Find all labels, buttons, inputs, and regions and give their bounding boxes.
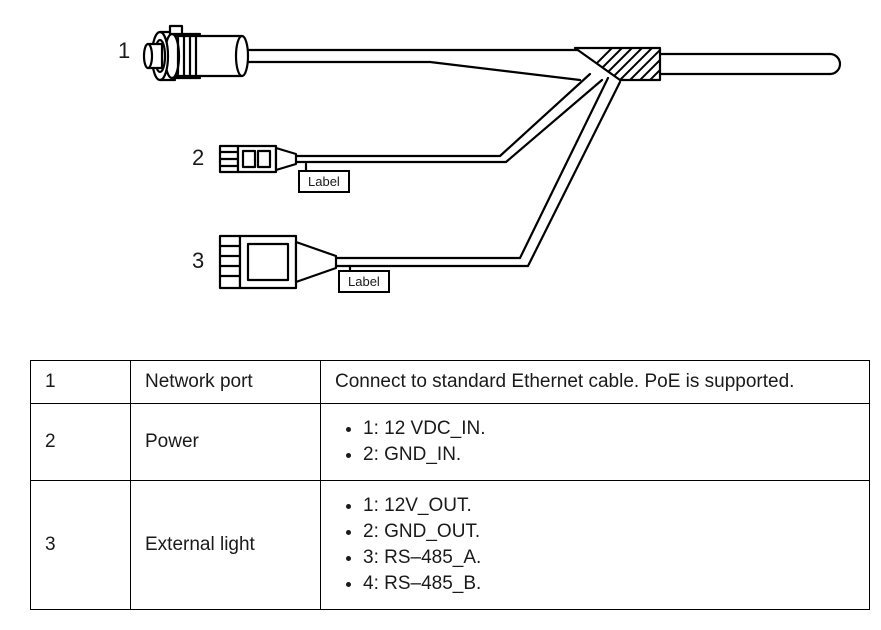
table-row: 2Power 1: 12 VDC_IN. 2: GND_IN.	[31, 404, 870, 481]
cell-desc: 1: 12 VDC_IN. 2: GND_IN.	[321, 404, 870, 481]
cable-2	[296, 74, 590, 156]
pin-table-body: 1Network portConnect to standard Etherne…	[31, 361, 870, 610]
diagram-num-2: 2	[192, 145, 204, 171]
connector-2	[220, 146, 296, 172]
table-row: 1Network portConnect to standard Etherne…	[31, 361, 870, 404]
pin-list-item: 1: 12V_OUT.	[363, 495, 855, 517]
pin-list-item: 1: 12 VDC_IN.	[363, 418, 855, 440]
cell-num: 1	[31, 361, 131, 404]
label-box-2: Label	[298, 170, 350, 193]
cell-desc: 1: 12V_OUT. 2: GND_OUT. 3: RS–485_A. 4: RS–…	[321, 481, 870, 610]
connector-3	[220, 236, 336, 288]
cell-name: External light	[131, 481, 321, 610]
diagram-num-1: 1	[118, 38, 130, 64]
cell-desc: Connect to standard Ethernet cable. PoE …	[321, 361, 870, 404]
cable-junction	[570, 40, 690, 90]
cell-num: 2	[31, 404, 131, 481]
cell-name: Network port	[131, 361, 321, 404]
pin-list-item: 2: GND_OUT.	[363, 521, 855, 543]
cable-svg	[20, 20, 860, 320]
pin-list-item: 2: GND_IN.	[363, 444, 855, 466]
label-box-3: Label	[338, 270, 390, 293]
connector-1	[144, 26, 248, 80]
cable-3	[336, 78, 608, 258]
pin-list-item: 4: RS–485_B.	[363, 573, 855, 595]
pin-table: 1Network portConnect to standard Etherne…	[30, 360, 870, 610]
pin-list: 1: 12V_OUT. 2: GND_OUT. 3: RS–485_A. 4: RS–…	[335, 495, 855, 595]
diagram-num-3: 3	[192, 248, 204, 274]
cable-diagram: 1 2 3 Label Label	[20, 20, 860, 320]
table-row: 3External light 1: 12V_OUT. 2: GND_OUT. 3: …	[31, 481, 870, 610]
cell-name: Power	[131, 404, 321, 481]
cell-num: 3	[31, 481, 131, 610]
cable-tail	[660, 54, 840, 74]
pin-list: 1: 12 VDC_IN. 2: GND_IN.	[335, 418, 855, 466]
pin-list-item: 3: RS–485_A.	[363, 547, 855, 569]
